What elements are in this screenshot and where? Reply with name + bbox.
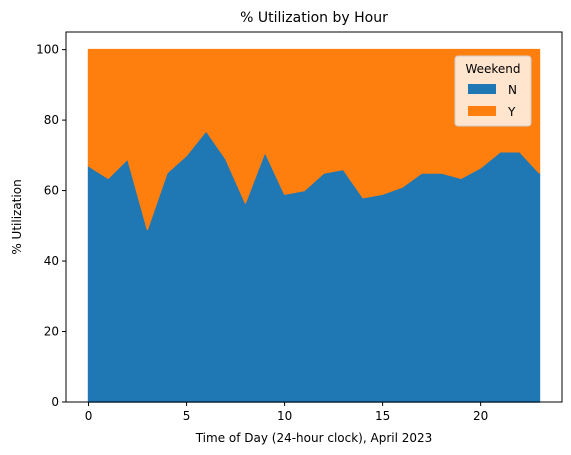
legend: Weekend N Y: [454, 55, 532, 127]
x-tick-label: 10: [277, 409, 292, 423]
legend-title: Weekend: [465, 62, 520, 76]
y-tick-label: 0: [51, 395, 59, 409]
x-tick-label: 15: [375, 409, 390, 423]
y-axis-ticks: 0 20 40 60 80 100: [36, 43, 66, 409]
x-tick-label: 5: [183, 409, 191, 423]
y-tick-label: 80: [44, 113, 59, 127]
chart-title: % Utilization by Hour: [240, 10, 388, 26]
legend-label-n: N: [508, 83, 517, 97]
y-axis-label: % Utilization: [10, 179, 24, 254]
y-tick-label: 100: [36, 43, 59, 57]
plot-frame: [65, 31, 563, 403]
legend-label-y: Y: [507, 105, 516, 119]
legend-swatch-y: [468, 106, 496, 116]
legend-swatch-n: [468, 84, 496, 94]
y-tick-label: 60: [44, 184, 59, 198]
y-tick-label: 20: [44, 325, 59, 339]
x-axis-ticks: 0 5 10 15 20: [85, 402, 488, 423]
x-axis-label: Time of Day (24-hour clock), April 2023: [195, 431, 433, 445]
x-tick-label: 0: [85, 409, 93, 423]
x-tick-label: 20: [473, 409, 488, 423]
area-series-y: [87, 48, 541, 231]
y-tick-label: 40: [44, 254, 59, 268]
